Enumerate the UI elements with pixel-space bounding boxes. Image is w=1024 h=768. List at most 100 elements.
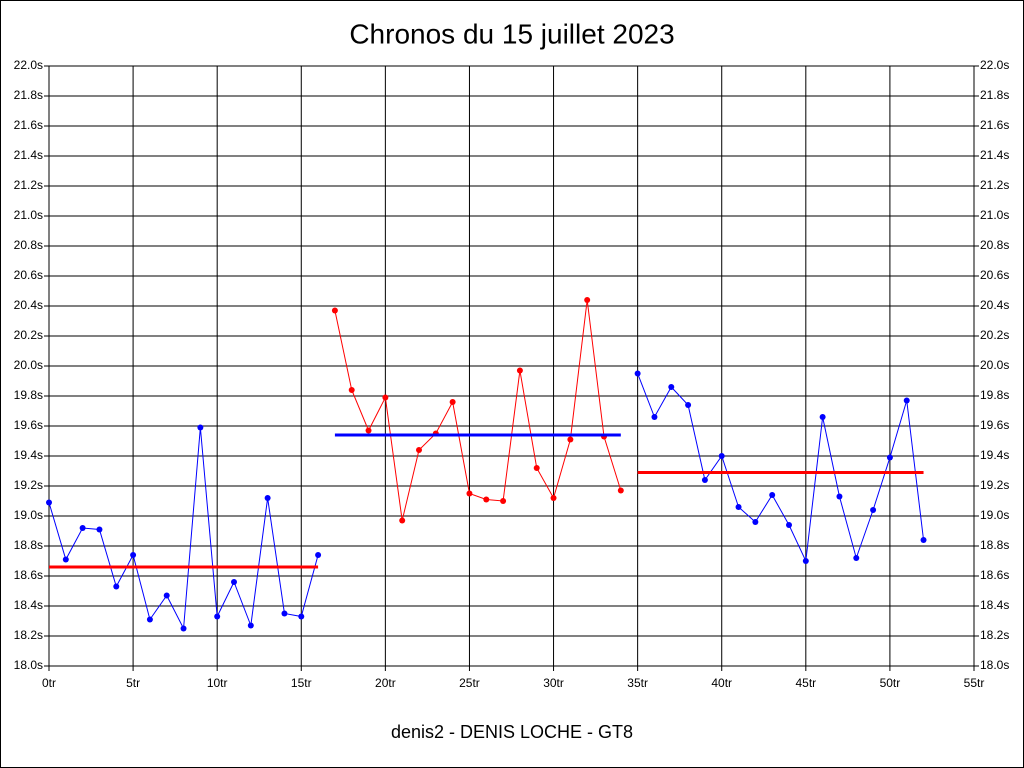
data-point — [718, 453, 725, 459]
data-point — [836, 493, 843, 500]
y-tick-label-right: 20.2s — [980, 328, 1009, 342]
data-point — [197, 424, 204, 431]
x-tick-label: 40tr — [711, 676, 732, 690]
y-tick-label: 19.6s — [14, 418, 43, 432]
data-point — [449, 399, 456, 405]
y-tick-label: 19.0s — [14, 508, 43, 522]
data-point — [769, 492, 776, 498]
data-point — [130, 552, 137, 558]
data-point — [802, 558, 809, 564]
y-tick-label-right: 22.0s — [980, 58, 1009, 72]
y-tick-label-right: 21.4s — [980, 148, 1009, 162]
y-tick-label-right: 18.4s — [980, 598, 1009, 612]
data-point — [365, 427, 372, 434]
y-tick-label-right: 21.2s — [980, 178, 1009, 192]
data-point — [516, 367, 523, 374]
data-point — [819, 414, 826, 420]
data-point — [315, 552, 322, 558]
data-point — [685, 402, 692, 408]
data-point — [231, 579, 237, 585]
y-tick-label: 21.4s — [14, 148, 43, 162]
data-point — [701, 477, 708, 483]
data-point — [247, 622, 254, 629]
data-point — [96, 526, 103, 533]
data-point — [584, 297, 591, 303]
y-tick-label-right: 18.8s — [980, 538, 1009, 552]
y-tick-label-right: 18.2s — [980, 628, 1009, 642]
x-tick-label: 25tr — [459, 676, 480, 690]
x-tick-label: 35tr — [627, 676, 648, 690]
data-point — [163, 592, 170, 599]
x-tick-label: 15tr — [291, 676, 312, 690]
y-tick-label: 21.8s — [14, 88, 43, 102]
data-point — [500, 498, 507, 504]
y-tick-label-right: 19.6s — [980, 418, 1009, 432]
data-point — [786, 522, 792, 528]
data-point — [281, 610, 288, 617]
y-tick-label-right: 21.6s — [980, 118, 1009, 132]
data-point — [399, 517, 406, 524]
data-point — [298, 613, 305, 620]
y-tick-label: 20.8s — [14, 238, 43, 252]
data-point — [348, 387, 355, 393]
data-point — [853, 555, 860, 561]
data-point — [483, 496, 490, 503]
y-tick-label-right: 21.0s — [980, 208, 1009, 222]
x-tick-label: 20tr — [375, 676, 396, 690]
y-tick-label: 18.8s — [14, 538, 43, 552]
y-tick-label-right: 18.6s — [980, 568, 1009, 582]
data-point — [920, 537, 927, 543]
data-point — [886, 454, 893, 461]
series-line — [334, 299, 622, 521]
y-tick-label: 20.2s — [14, 328, 43, 342]
data-point — [870, 507, 877, 513]
data-point — [331, 307, 338, 314]
data-point — [46, 499, 52, 506]
x-tick-label: 50tr — [880, 676, 901, 690]
data-point — [180, 625, 187, 632]
y-tick-label: 18.2s — [14, 628, 43, 642]
data-point — [466, 490, 473, 497]
data-point — [903, 397, 910, 404]
data-point — [533, 465, 540, 471]
chart-title: Chronos du 15 juillet 2023 — [349, 18, 674, 49]
y-tick-label-right: 20.8s — [980, 238, 1009, 252]
data-point — [264, 495, 271, 501]
y-tick-label-right: 21.8s — [980, 88, 1009, 102]
y-tick-label-right: 18.0s — [980, 658, 1009, 672]
x-tick-label: 10tr — [207, 676, 228, 690]
data-point — [79, 525, 86, 531]
y-tick-label: 18.4s — [14, 598, 43, 612]
y-tick-label: 19.8s — [14, 388, 43, 402]
y-tick-label: 20.6s — [14, 268, 43, 282]
x-tick-label: 0tr — [42, 676, 56, 690]
data-point — [634, 370, 641, 377]
y-tick-label: 18.6s — [14, 568, 43, 582]
y-tick-label-right: 20.0s — [980, 358, 1009, 372]
data-point — [550, 495, 557, 501]
data-point — [382, 394, 389, 401]
y-tick-label: 22.0s — [14, 58, 43, 72]
data-point — [214, 613, 221, 620]
data-point — [416, 447, 422, 453]
y-tick-label-right: 19.2s — [980, 478, 1009, 492]
data-point — [651, 414, 658, 420]
plot-frame — [48, 65, 975, 667]
data-point — [617, 487, 624, 494]
y-tick-label: 18.0s — [14, 658, 43, 672]
y-tick-label: 19.4s — [14, 448, 43, 462]
data-point — [113, 583, 120, 590]
y-tick-label: 21.6s — [14, 118, 43, 132]
x-tick-label: 45tr — [795, 676, 816, 690]
x-tick-label: 55tr — [964, 676, 985, 690]
y-tick-label: 20.4s — [14, 298, 43, 312]
y-tick-label-right: 20.6s — [980, 268, 1009, 282]
y-tick-label: 19.2s — [14, 478, 43, 492]
y-tick-label-right: 19.8s — [980, 388, 1009, 402]
data-point — [146, 616, 153, 623]
x-tick-label: 5tr — [126, 676, 140, 690]
series-line — [637, 373, 925, 563]
